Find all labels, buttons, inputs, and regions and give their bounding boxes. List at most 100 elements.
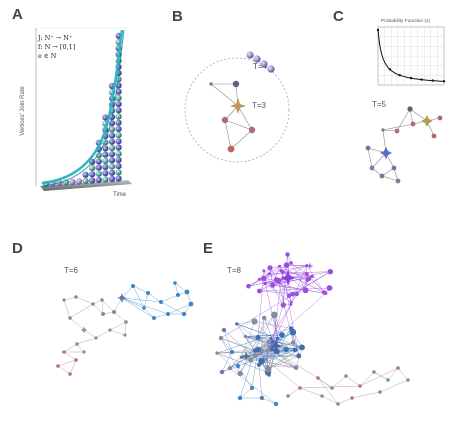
- panel-c-probability-plot: [376, 26, 446, 86]
- network-node: [279, 332, 285, 338]
- network-edge: [263, 270, 284, 306]
- network-node: [255, 334, 261, 340]
- network-edge: [143, 307, 155, 319]
- network-edge: [83, 329, 97, 339]
- network-edge: [220, 337, 233, 353]
- network-node: [219, 369, 225, 375]
- network-node: [62, 350, 66, 354]
- panel-b-nodes: [209, 80, 256, 153]
- network-edge: [124, 321, 127, 336]
- network-edge: [69, 359, 77, 375]
- network-edge: [287, 254, 306, 291]
- network-edge: [267, 349, 273, 370]
- network-edge: [258, 364, 297, 368]
- probability-point: [388, 68, 392, 71]
- network-node: [286, 293, 291, 298]
- probability-point: [420, 78, 423, 81]
- network-node: [257, 288, 262, 294]
- ball-vertex: [115, 132, 122, 139]
- network-edge: [248, 265, 287, 287]
- network-edge: [321, 395, 339, 405]
- ball-vertex: [89, 171, 96, 178]
- network-edge: [217, 351, 278, 354]
- panel-c-letter: C: [333, 8, 344, 25]
- network-edge: [259, 287, 330, 292]
- panel-c-plot-title: Probability Function (J): [381, 19, 431, 24]
- network-node: [344, 374, 348, 378]
- network-node: [293, 365, 299, 370]
- ball-vertex: [115, 125, 122, 132]
- network-edge: [271, 271, 283, 350]
- network-node: [184, 289, 190, 295]
- panel-c-hub-star-2: [380, 147, 392, 159]
- network-node: [324, 291, 328, 295]
- panel-b-hub-star: [230, 98, 246, 114]
- network-node: [100, 298, 104, 302]
- network-edge: [254, 293, 326, 356]
- network-edge: [257, 270, 265, 338]
- network-edge: [290, 265, 308, 303]
- network-node: [68, 316, 72, 320]
- network-node: [327, 269, 333, 275]
- network-node: [131, 284, 135, 288]
- network-node: [289, 300, 293, 304]
- network-node: [270, 339, 275, 344]
- ball-vertex: [102, 157, 109, 164]
- network-node: [280, 302, 286, 308]
- network-edge: [317, 377, 333, 389]
- network-node: [173, 281, 177, 285]
- network-node: [291, 340, 296, 345]
- network-hub-star: [269, 339, 283, 353]
- network-node: [263, 281, 267, 286]
- network-edge: [272, 266, 280, 286]
- network-node: [264, 365, 272, 373]
- network-node: [290, 291, 296, 297]
- network-node: [159, 300, 163, 304]
- network-edge: [239, 387, 253, 399]
- network-node: [258, 358, 265, 365]
- network-edge: [223, 329, 233, 353]
- network-node: [358, 384, 362, 388]
- probability-point: [376, 28, 380, 32]
- network-node: [74, 295, 78, 299]
- network-edge: [220, 271, 331, 339]
- network-node: [296, 353, 302, 359]
- probability-point: [398, 74, 401, 77]
- panel-c-nodes: [365, 106, 443, 184]
- network-node: [310, 274, 314, 278]
- ball-vertex: [115, 150, 122, 157]
- network-node: [237, 370, 243, 377]
- network-node: [239, 355, 243, 359]
- network-node: [94, 336, 98, 340]
- network-node: [227, 366, 233, 371]
- network-node: [378, 390, 382, 394]
- network-node: [257, 277, 261, 281]
- ball-vertex: [115, 101, 122, 108]
- network-node: [142, 306, 146, 310]
- network-node: [248, 357, 254, 363]
- panel-e-t8-label: T=8: [227, 266, 242, 275]
- network-node: [396, 366, 400, 370]
- network-node: [252, 353, 258, 358]
- network-edge: [397, 367, 409, 381]
- network-hub-star: [306, 262, 314, 270]
- ball-vertex: [89, 165, 96, 172]
- network-node: [386, 378, 390, 382]
- network-node: [406, 378, 410, 382]
- network-node: [235, 322, 239, 326]
- network-edge: [221, 351, 233, 373]
- network-node: [261, 315, 267, 321]
- panel-a-equation-3: e ∈ N: [38, 52, 57, 60]
- network-edge: [167, 303, 192, 315]
- network-node: [123, 333, 127, 337]
- network-node: [246, 283, 251, 289]
- panel-b-incoming-vertices: [246, 51, 275, 73]
- panel-c-t5-label: T=5: [372, 100, 387, 109]
- network-edge: [237, 365, 253, 389]
- network-edge: [174, 282, 179, 296]
- network-node: [264, 357, 268, 361]
- network-node: [270, 282, 276, 288]
